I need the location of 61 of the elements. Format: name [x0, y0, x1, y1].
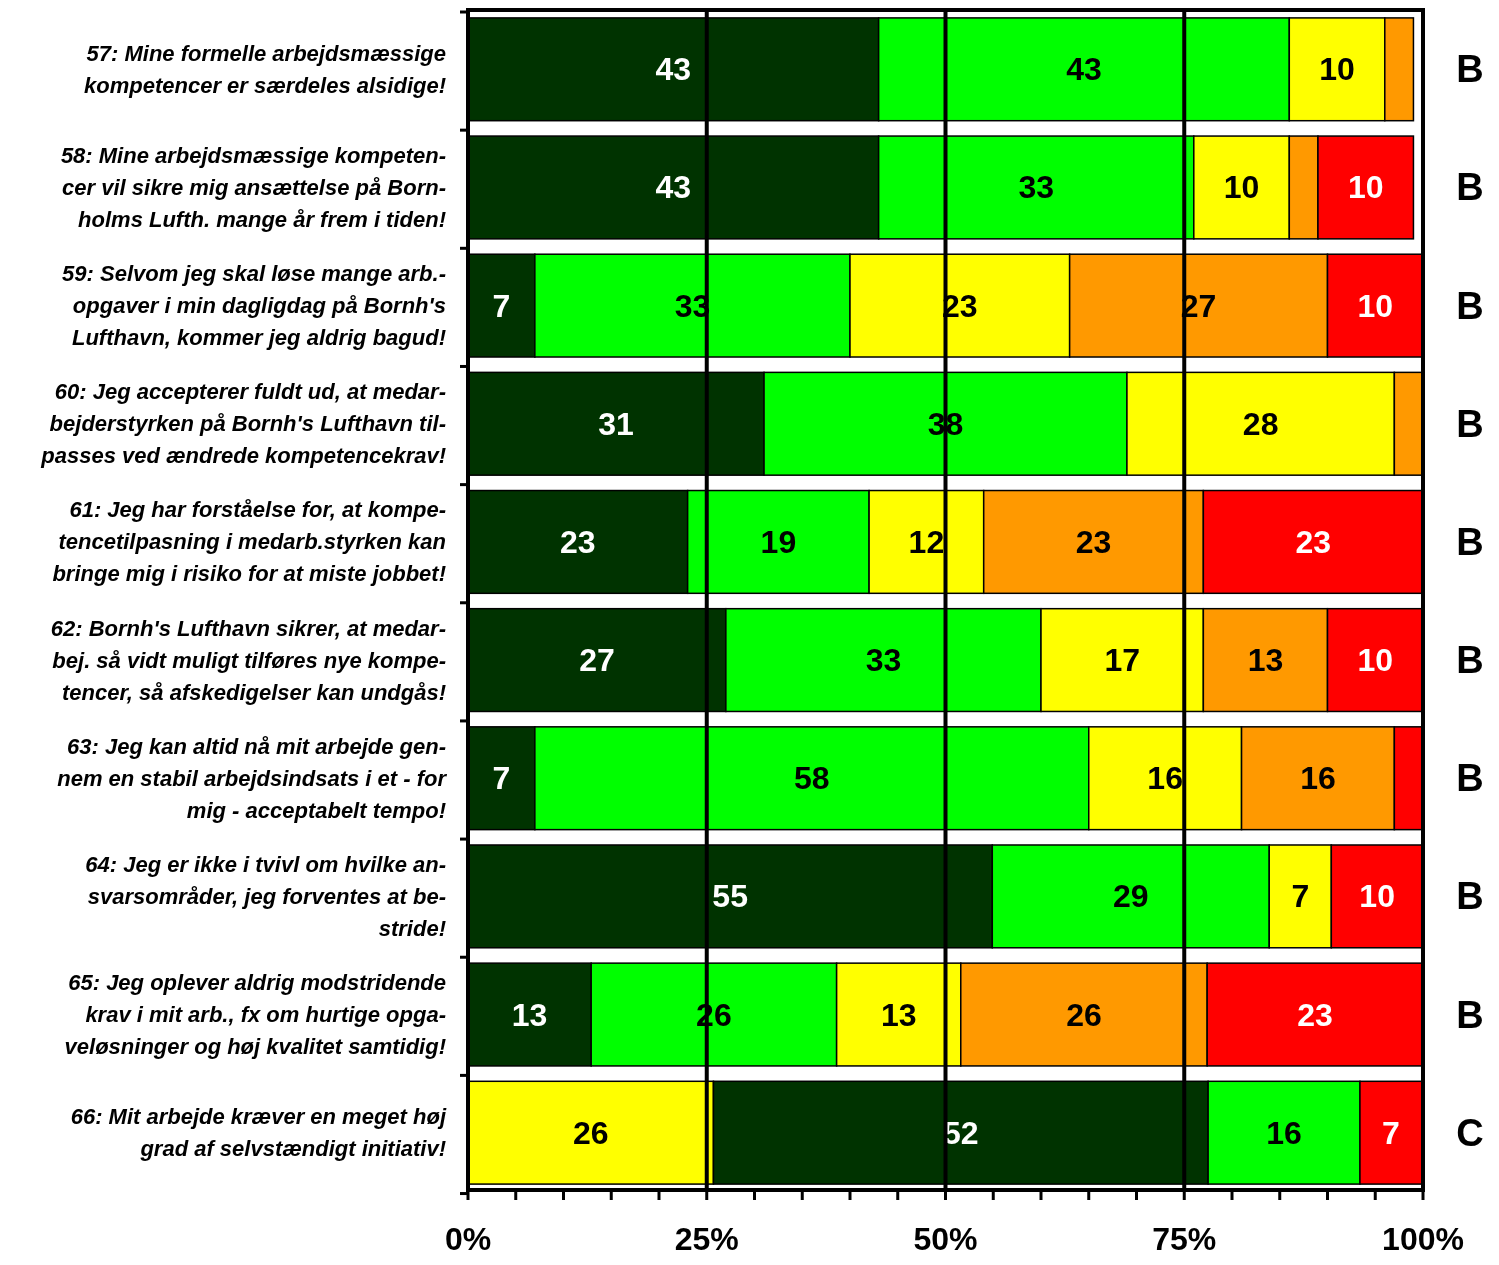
data-label: 10: [1223, 169, 1260, 206]
y-tick-label: 63: Jeg kan altid nå mit arbejde gen- nem en stabil arbejdsindsats i et - for mig - acceptabelt tempo!: [57, 733, 448, 823]
data-label: 23: [1295, 523, 1331, 560]
data-label: 13: [880, 996, 917, 1033]
y-tick-label: 65: Jeg oplever aldrig modstridende krav i mit arb., fx om hurtige opga- veløsninger og høj kvalitet samtidig!: [64, 970, 446, 1060]
y-tick-label: 59: Selvom jeg skal løse mange arb.- opgaver i min dagligdag på Bornh's Lufthavn, kommer jeg aldrig bagud!: [62, 261, 446, 351]
text: B: [1456, 757, 1484, 800]
y-tick-label: 57: Mine formelle arbejdsmæssige kompetencer er særdeles alsidige!: [84, 40, 446, 98]
data-label: 43: [1066, 51, 1102, 88]
data-label: 31: [598, 405, 634, 442]
y-tick-label: 61: Jeg har forståelse for, at kompe- tencetilpasning i medarb.styrken kan bringe mig i risiko for at miste jobbet!: [52, 497, 446, 587]
text: B: [1456, 639, 1484, 682]
data-label: 43: [655, 51, 692, 88]
data-label: 29: [1112, 878, 1149, 915]
text: B: [1456, 402, 1484, 445]
data-label: 58: [794, 760, 830, 797]
text: B: [1456, 284, 1484, 327]
data-label: 28: [1242, 405, 1279, 442]
data-label: 7: [492, 760, 511, 797]
text: C: [1456, 1111, 1484, 1154]
y-tick-label: 64: Jeg er ikke i tvivl om hvilke an- svarsområder, jeg forventes at be- stride!: [85, 851, 446, 941]
text: B: [1456, 875, 1484, 918]
data-label: 55: [712, 878, 748, 915]
data-label: 16: [1266, 1114, 1302, 1151]
data-label: 13: [1247, 642, 1284, 679]
data-label: 16: [1147, 760, 1183, 797]
data-label: 10: [1319, 51, 1355, 88]
y-tick-label: 60: Jeg accepterer fuldt ud, at medar- bejderstyrken på Bornh's Lufthavn til- passes ved ændrede kompetencekrav!: [40, 379, 446, 469]
data-label: 17: [1104, 642, 1140, 679]
y-tick-label: 66: Mit arbejde kræver en meget høj grad af selvstændigt initiativ!: [70, 1104, 447, 1162]
x-tick-label: 75%: [1152, 1221, 1217, 1257]
data-label: 7: [1291, 878, 1310, 915]
data-label: 33: [865, 642, 902, 679]
data-label: 26: [1066, 996, 1102, 1033]
data-label: 13: [511, 996, 548, 1033]
x-tick-label: 100%: [1382, 1221, 1464, 1257]
data-label: 7: [1382, 1114, 1400, 1151]
data-label: 10: [1347, 169, 1384, 206]
data-label: 43: [655, 169, 692, 206]
y-tick-label: 62: Bornh's Lufthavn sikrer, at medar- bej. så vidt muligt tilføres nye kompe- tencer, så afskedigelser kan undgås!: [50, 615, 446, 705]
data-label: 27: [579, 642, 615, 679]
x-tick-label: 0%: [444, 1221, 492, 1257]
text: B: [1456, 520, 1484, 563]
y-tick-label: 58: Mine arbejdsmæssige kompeten- cer vil sikre mig ansættelse på Born- holms Lufth. mange år frem i tiden!: [60, 142, 446, 232]
data-label: 23: [1297, 996, 1333, 1033]
data-label: 26: [572, 1114, 609, 1151]
data-label: 33: [1018, 169, 1055, 206]
data-label: 10: [1357, 642, 1394, 679]
text: B: [1456, 48, 1484, 91]
text: B: [1456, 993, 1484, 1036]
x-tick-label: 50%: [913, 1221, 978, 1257]
data-label: 19: [760, 523, 797, 560]
x-tick-label: 25%: [674, 1221, 739, 1257]
data-label: 10: [1357, 287, 1394, 324]
data-label: 16: [1300, 760, 1336, 797]
data-label: 10: [1359, 878, 1395, 915]
data-label: 7: [492, 287, 511, 324]
data-label: 23: [560, 523, 596, 560]
data-label: 12: [908, 523, 945, 560]
data-label: 23: [1075, 523, 1112, 560]
text: B: [1456, 166, 1484, 209]
